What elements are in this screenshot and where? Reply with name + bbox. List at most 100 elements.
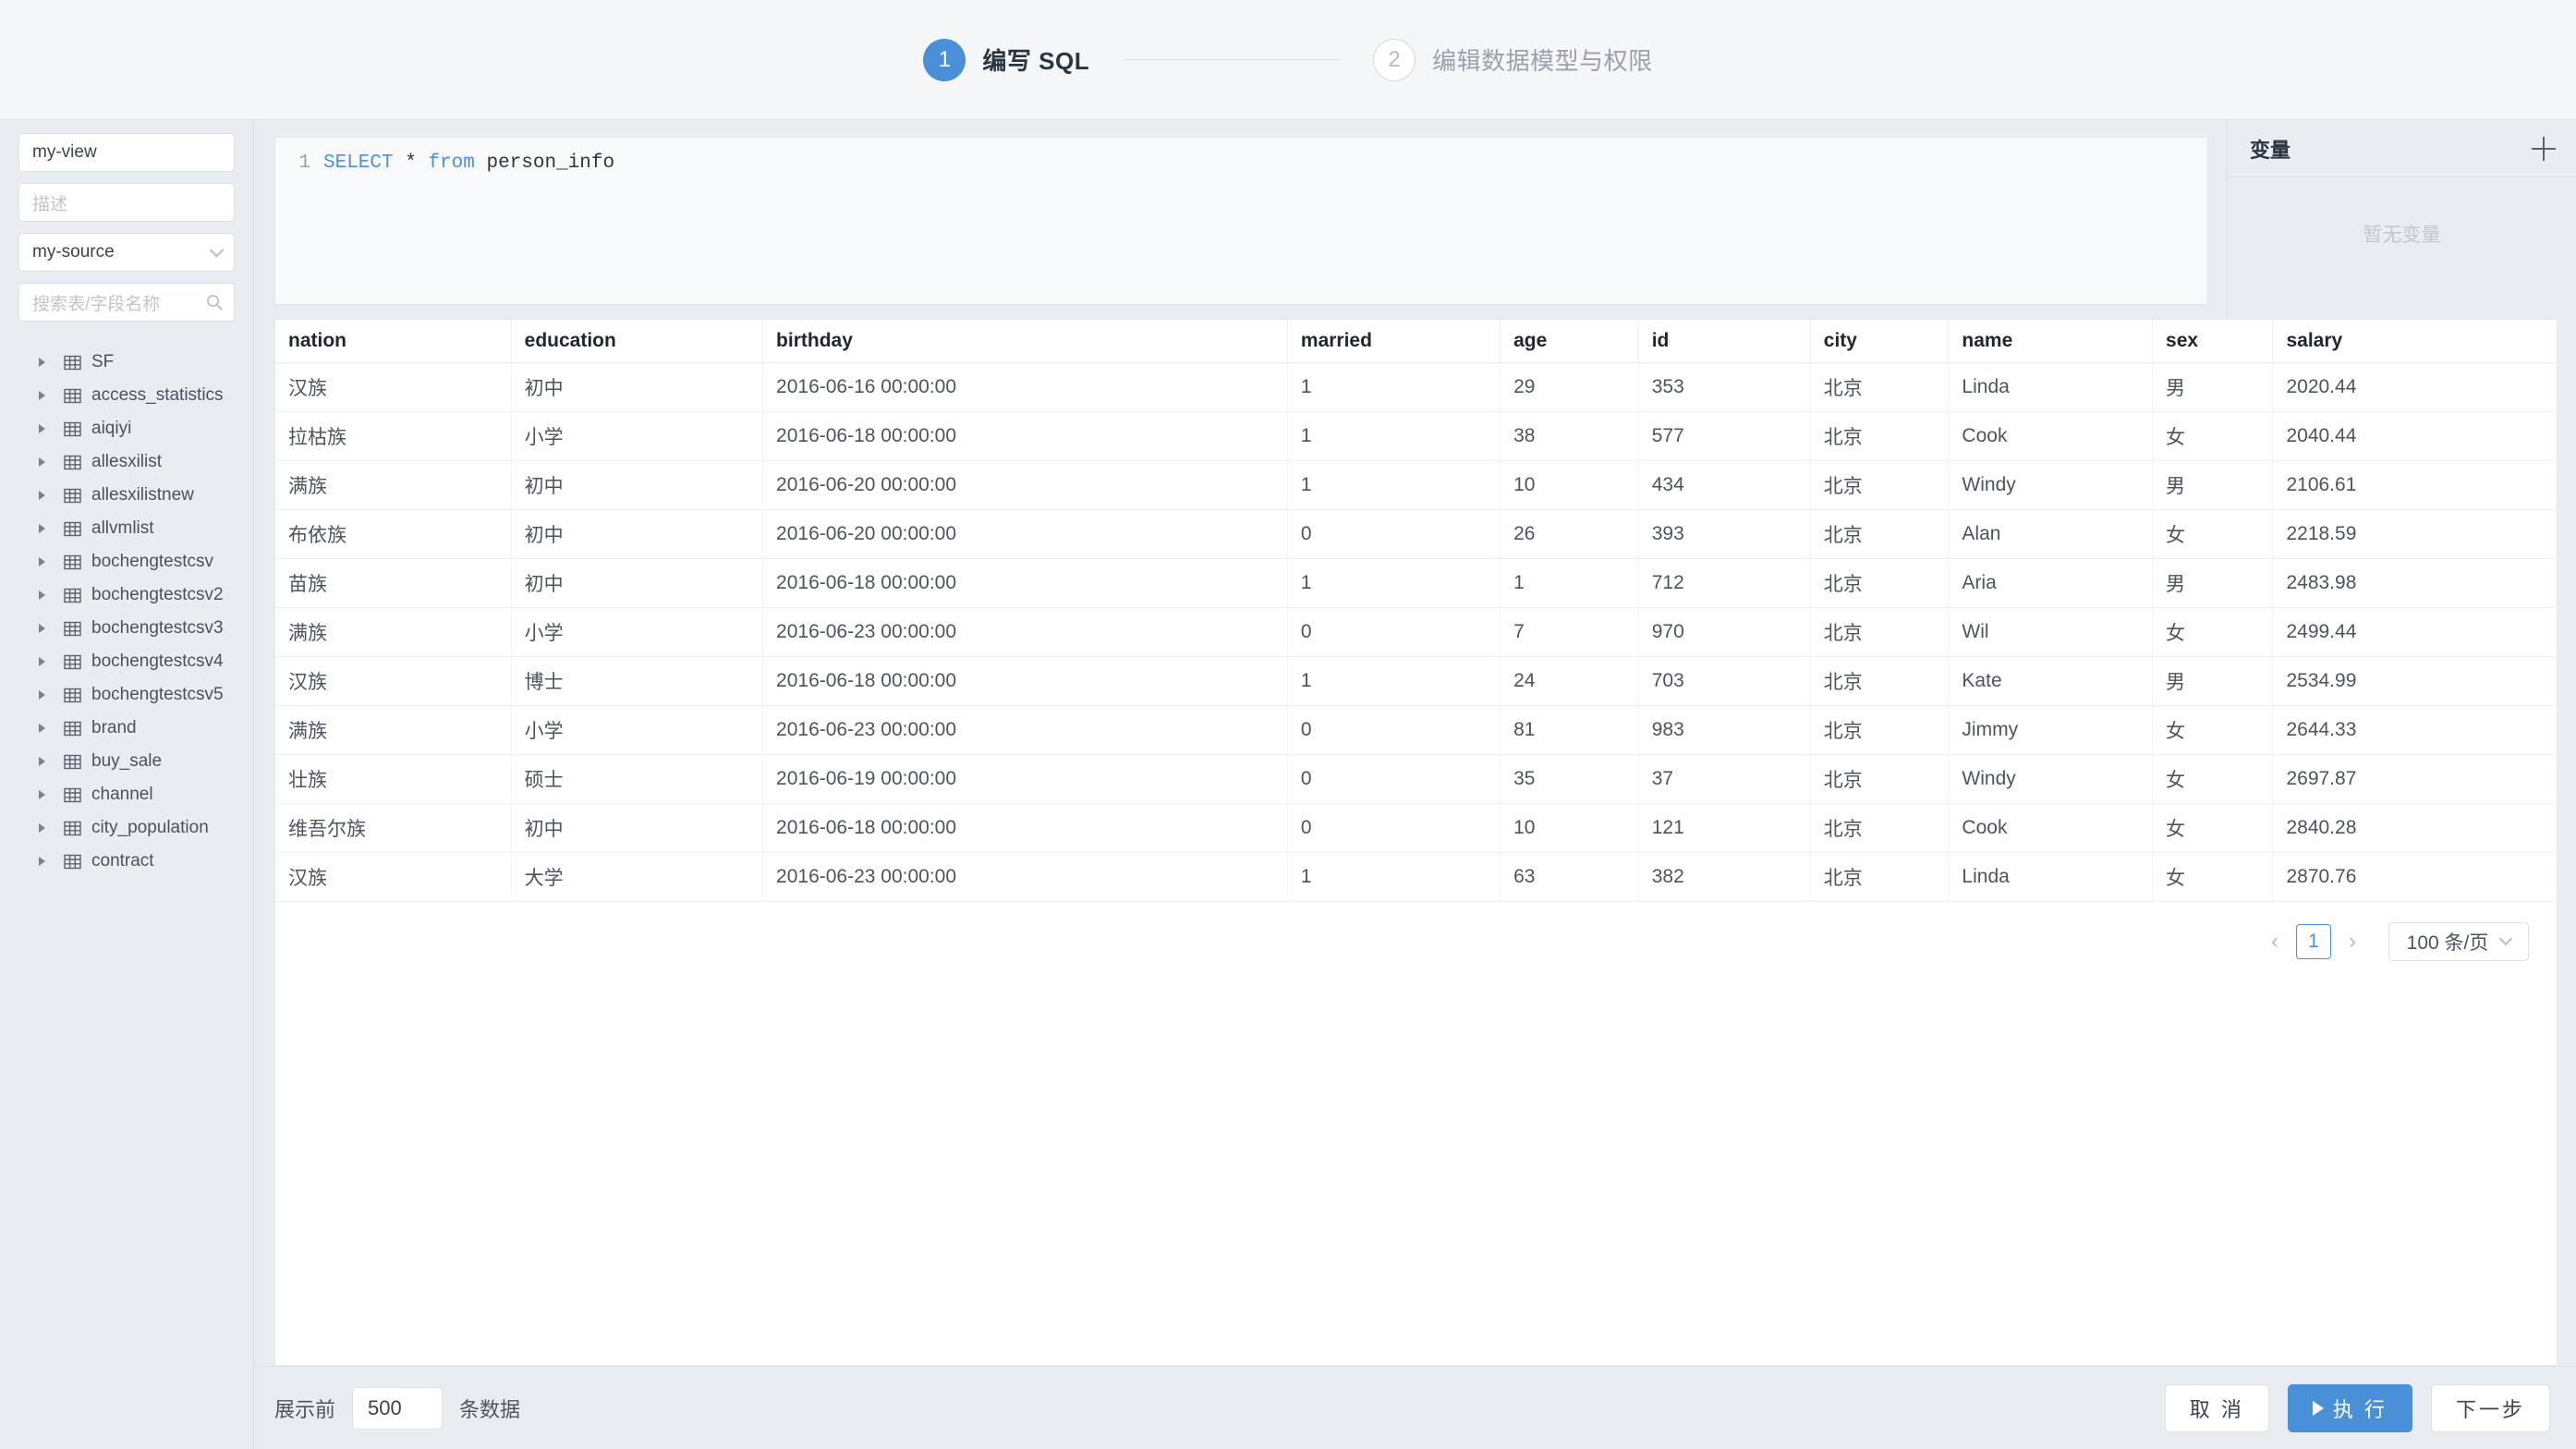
cell-sex: 女 [2152, 607, 2274, 657]
cell-education: 小学 [511, 411, 764, 461]
cell-city: 北京 [1810, 803, 1950, 853]
cell-age: 10 [1500, 460, 1639, 510]
view-name-input[interactable]: my-view [18, 133, 235, 172]
caret-right-icon[interactable] [39, 790, 45, 799]
caret-right-icon[interactable] [39, 524, 45, 533]
description-input[interactable]: 描述 [18, 183, 235, 222]
cell-city: 北京 [1810, 509, 1950, 559]
caret-right-icon[interactable] [39, 857, 45, 866]
cell-nation: 满族 [275, 460, 512, 510]
column-header-sex[interactable]: sex [2152, 320, 2274, 363]
caret-right-icon[interactable] [39, 624, 45, 633]
table-tree-item[interactable]: aiqiyi [18, 412, 235, 445]
caret-right-icon[interactable] [39, 724, 45, 733]
table-tree-item[interactable]: allesxilist [18, 445, 235, 479]
caret-right-icon[interactable] [39, 823, 45, 833]
column-header-nation[interactable]: nation [275, 320, 512, 363]
table-icon [64, 355, 81, 370]
caret-right-icon[interactable] [39, 491, 45, 500]
cell-married: 0 [1287, 509, 1501, 559]
table-tree-item[interactable]: bochengtestcsv5 [18, 678, 235, 712]
caret-right-icon[interactable] [39, 391, 45, 400]
cell-name: Kate [1948, 656, 2154, 706]
caret-right-icon[interactable] [39, 424, 45, 433]
chevron-right-icon[interactable]: › [2349, 929, 2356, 954]
cancel-button[interactable]: 取 消 [2164, 1383, 2269, 1432]
cell-sex: 女 [2152, 803, 2274, 853]
table-tree-item[interactable]: bochengtestcsv [18, 545, 235, 578]
page-number-1[interactable]: 1 [2296, 924, 2331, 959]
table-tree-item[interactable]: bochengtestcsv2 [18, 578, 235, 612]
cell-id: 970 [1638, 607, 1811, 657]
table-tree: SF access_statistics aiqiyi allesxilist alle… [18, 346, 235, 1449]
step-edit-model-permissions[interactable]: 2 编辑数据模型与权限 [1373, 38, 1653, 81]
cell-education: 初中 [511, 558, 764, 608]
cell-married: 1 [1287, 362, 1501, 412]
table-search-input[interactable]: 搜索表/字段名称 [18, 283, 235, 322]
sql-editor[interactable]: 1 SELECT * from person_info [274, 137, 2208, 305]
table-tree-item[interactable]: bochengtestcsv3 [18, 612, 235, 645]
caret-right-icon[interactable] [39, 358, 45, 367]
table-tree-item[interactable]: contract [18, 845, 235, 878]
row-limit-group: 展示前 500 条数据 [274, 1386, 520, 1430]
cell-name: Windy [1948, 754, 2154, 804]
next-step-button[interactable]: 下一步 [2430, 1383, 2550, 1432]
data-source-select[interactable]: my-source [18, 233, 235, 272]
sql-keyword-select: SELECT [323, 152, 394, 174]
column-header-id[interactable]: id [1638, 320, 1811, 363]
cell-salary: 2106.61 [2272, 460, 2557, 510]
cell-age: 63 [1500, 852, 1639, 902]
caret-right-icon[interactable] [39, 457, 45, 467]
chevron-left-icon[interactable]: ‹ [2271, 929, 2278, 954]
cell-salary: 2020.44 [2272, 362, 2557, 412]
column-header-name[interactable]: name [1948, 320, 2154, 363]
table-tree-item[interactable]: access_statistics [18, 379, 235, 412]
row-limit-input[interactable]: 500 [352, 1386, 444, 1430]
column-header-birthday[interactable]: birthday [762, 320, 1288, 363]
table-tree-item[interactable]: buy_sale [18, 745, 235, 778]
cell-id: 393 [1638, 509, 1811, 559]
cell-birthday: 2016-06-20 00:00:00 [762, 460, 1288, 510]
caret-right-icon[interactable] [39, 757, 45, 766]
table-row: 拉枯族 小学 2016-06-18 00:00:00 1 38 577 北京 Cook 女 204… [275, 411, 2557, 461]
table-tree-item[interactable]: SF [18, 346, 235, 379]
cell-age: 24 [1500, 656, 1639, 706]
table-tree-item[interactable]: bochengtestcsv4 [18, 645, 235, 678]
table-tree-item[interactable]: brand [18, 712, 235, 745]
cell-birthday: 2016-06-23 00:00:00 [762, 607, 1288, 657]
table-tree-item[interactable]: allvmlist [18, 512, 235, 545]
cell-name: Jimmy [1948, 705, 2154, 755]
caret-right-icon[interactable] [39, 690, 45, 700]
column-header-salary[interactable]: salary [2272, 320, 2557, 363]
table-icon [64, 688, 81, 702]
cell-birthday: 2016-06-18 00:00:00 [762, 558, 1288, 608]
table-tree-item[interactable]: city_population [18, 811, 235, 845]
cell-age: 7 [1500, 607, 1639, 657]
column-header-age[interactable]: age [1500, 320, 1639, 363]
step-write-sql[interactable]: 1 编写 SQL [923, 38, 1089, 81]
caret-right-icon[interactable] [39, 591, 45, 600]
table-name-label: contract [91, 851, 154, 871]
sql-keyword-from: from [428, 152, 475, 174]
table-tree-item[interactable]: channel [18, 778, 235, 811]
run-button[interactable]: 执 行 [2287, 1383, 2412, 1432]
result-table-head: nation education birthday married age id city n… [275, 320, 2557, 363]
page-size-select[interactable]: 100 条/页 [2388, 922, 2529, 961]
caret-right-icon[interactable] [39, 557, 45, 566]
column-header-education[interactable]: education [511, 320, 764, 363]
limit-prefix-label: 展示前 [274, 1397, 336, 1421]
cell-sex: 女 [2152, 509, 2274, 559]
column-header-city[interactable]: city [1810, 320, 1950, 363]
plus-icon[interactable] [2532, 136, 2556, 161]
app-body: my-view 描述 my-source 搜索表/字段名称 SF access_s… [0, 120, 2576, 1449]
column-header-married[interactable]: married [1287, 320, 1501, 363]
pagination: ‹ 1 › 100 条/页 [275, 902, 2557, 981]
table-tree-item[interactable]: allesxilistnew [18, 479, 235, 512]
caret-right-icon[interactable] [39, 657, 45, 666]
cell-id: 382 [1638, 852, 1811, 902]
table-name-label: bochengtestcsv5 [91, 685, 224, 704]
chevron-down-icon [209, 243, 225, 258]
cell-nation: 拉枯族 [275, 411, 512, 461]
table-icon [64, 854, 81, 869]
cell-birthday: 2016-06-18 00:00:00 [762, 411, 1288, 461]
